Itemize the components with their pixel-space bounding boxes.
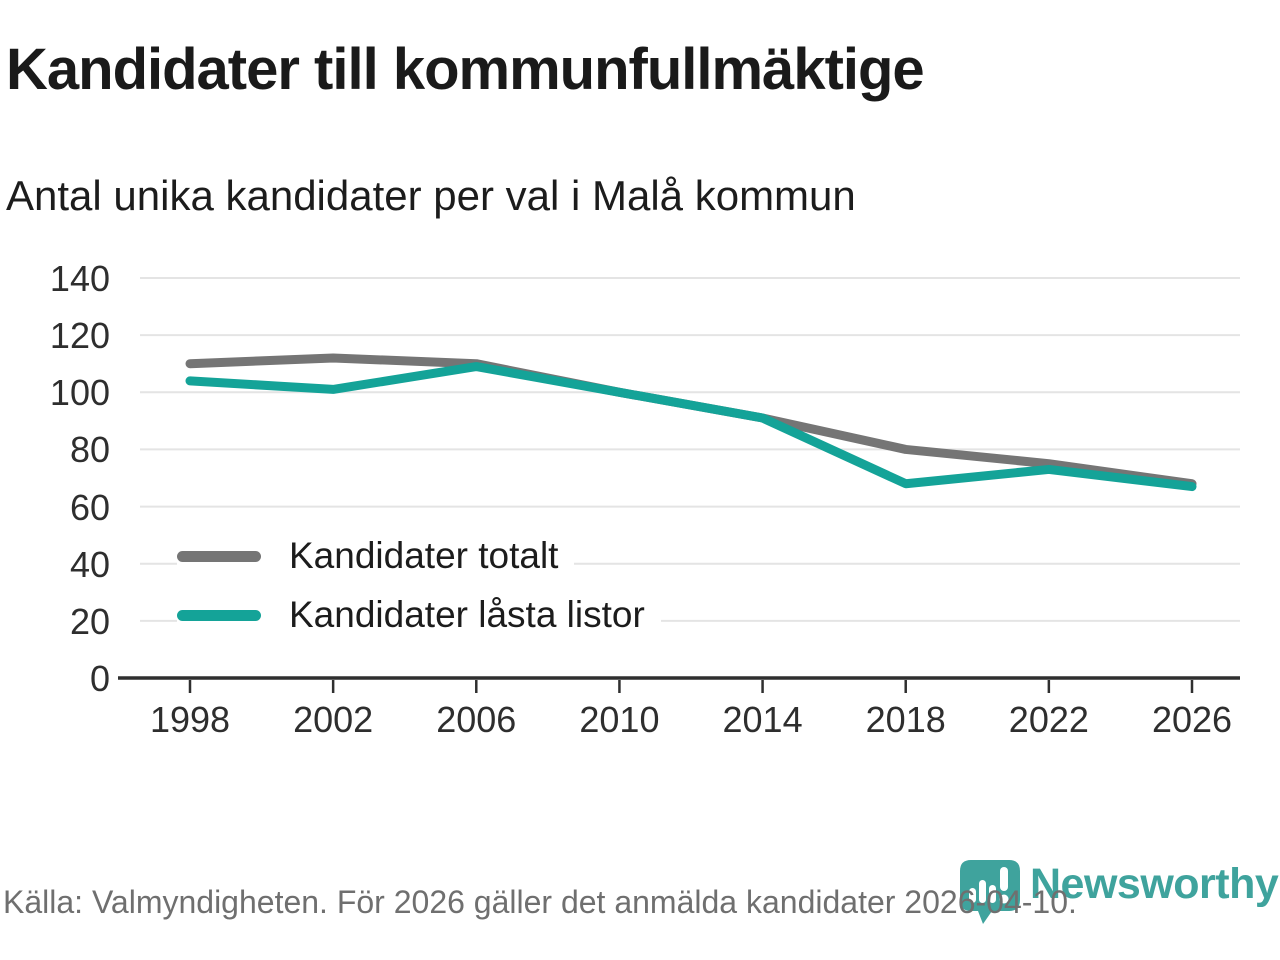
x-axis-tick-label: 2014 <box>722 699 803 740</box>
chart-subtitle: Antal unika kandidater per val i Malå ko… <box>6 172 856 219</box>
legend-swatch <box>177 550 261 562</box>
y-axis-tick-label: 0 <box>89 658 110 699</box>
x-axis-tick-label: 2026 <box>1151 699 1233 740</box>
legend-swatch <box>177 609 261 621</box>
y-axis-tick-label: 120 <box>49 315 110 357</box>
x-axis-tick-label: 1998 <box>149 699 231 740</box>
x-axis-tick-label: 2010 <box>579 699 660 740</box>
y-axis-tick-label: 40 <box>69 543 110 585</box>
newsworthy-wordmark: Newsworthy <box>1030 860 1279 908</box>
y-axis-tick-label: 80 <box>69 429 110 471</box>
newsworthy-logo: Newsworthy <box>958 858 1279 926</box>
line-chart-plot-area <box>118 277 1240 693</box>
x-axis-tick-label: 2006 <box>436 699 517 740</box>
x-axis-tick-label: 2022 <box>1008 699 1089 740</box>
y-axis-tick-label: 20 <box>69 600 110 642</box>
legend-item: Kandidater låsta listor <box>177 591 661 639</box>
legend-label: Kandidater totalt <box>289 535 559 576</box>
newsworthy-barchart-pin-icon <box>960 860 1020 924</box>
source-note: Källa: Valmyndigheten. För 2026 gäller d… <box>3 884 1077 920</box>
y-axis-tick-label: 100 <box>49 372 110 414</box>
y-axis-tick-label: 60 <box>69 486 110 528</box>
chart-title: Kandidater till kommunfullmäktige <box>6 37 925 102</box>
legend-label: Kandidater låsta listor <box>289 594 645 635</box>
series-line <box>185 362 1197 492</box>
x-axis-tick-label: 2002 <box>293 699 374 740</box>
chart-legend: Kandidater totalt Kandidater låsta listor <box>177 532 661 650</box>
series-line <box>185 353 1197 489</box>
legend-item: Kandidater totalt <box>177 532 575 580</box>
x-axis-tick-label: 2018 <box>865 699 946 740</box>
y-axis-tick-label: 140 <box>49 258 110 299</box>
